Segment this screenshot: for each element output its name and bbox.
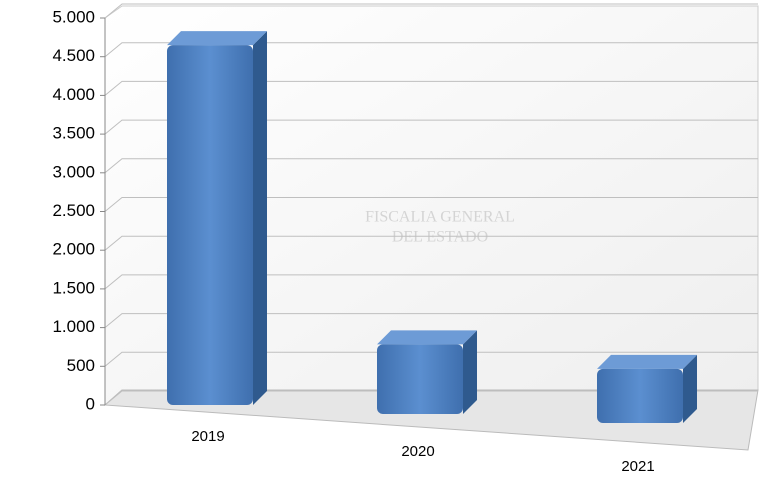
- bar-face: [377, 330, 477, 345]
- bar-face: [463, 330, 477, 414]
- y-tick-label: 5.000: [52, 7, 95, 26]
- grid-line: [104, 42, 758, 58]
- y-tick-label: 1.000: [52, 317, 95, 336]
- floor: [103, 389, 759, 451]
- watermark: DEL ESTADO: [392, 229, 488, 246]
- y-tick-label: 4.000: [52, 85, 95, 104]
- y-tick-label: 2.000: [52, 240, 95, 259]
- grid-line: [104, 390, 758, 406]
- grid-line: [104, 197, 758, 212]
- y-tick-label: 500: [67, 356, 95, 375]
- bar-face: [597, 354, 697, 369]
- watermark: FISCALIA GENERAL: [365, 209, 515, 226]
- x-tick-label: 2019: [191, 428, 224, 445]
- y-tick-label: 2.500: [52, 201, 95, 220]
- bar-face: [253, 31, 267, 406]
- y-tick-label: 0: [86, 394, 95, 413]
- bar-face: [167, 45, 253, 406]
- bar-face: [597, 368, 683, 423]
- bar-face: [377, 344, 463, 414]
- x-tick-label: 2020: [401, 443, 434, 460]
- bar: [167, 31, 267, 406]
- y-tick-label: 3.000: [52, 162, 95, 181]
- bar: [597, 354, 697, 423]
- grid-line: [104, 3, 758, 19]
- grid-line: [104, 274, 758, 290]
- grid-line: [104, 119, 758, 135]
- y-tick-label: 3.500: [52, 124, 95, 143]
- bar-face: [167, 31, 267, 46]
- grid-line: [104, 158, 758, 174]
- x-tick-label: 2021: [621, 458, 654, 475]
- bar: [377, 330, 477, 414]
- bar-face: [683, 354, 697, 423]
- y-tick-label: 4.500: [52, 46, 95, 65]
- grid-line: [104, 80, 758, 96]
- grid-line: [104, 351, 758, 367]
- grid-line: [104, 313, 758, 328]
- y-tick-label: 1.500: [52, 278, 95, 297]
- grid-line: [104, 235, 758, 251]
